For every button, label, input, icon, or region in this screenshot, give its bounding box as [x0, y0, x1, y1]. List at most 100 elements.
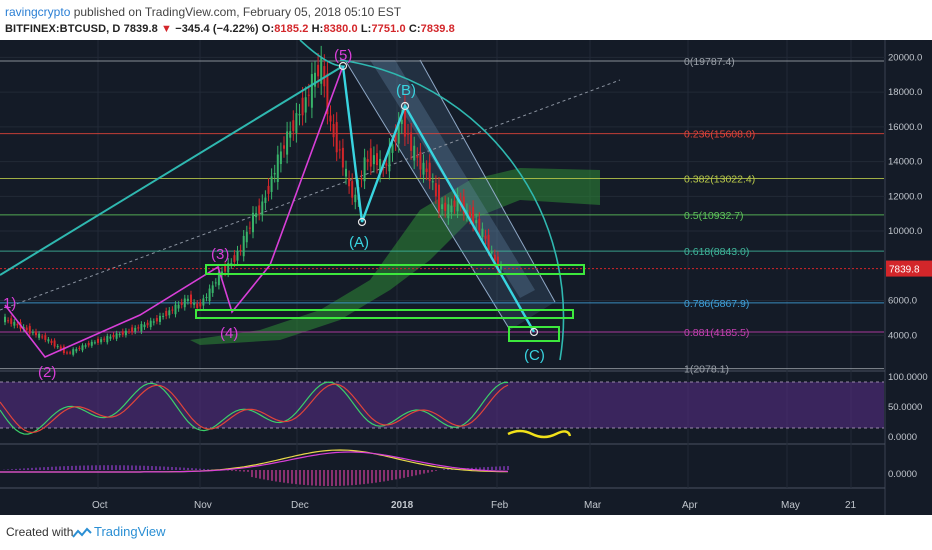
stoch-tick-label: 100.0000 [888, 372, 928, 383]
fib-level-label: 0.236(15608.0) [684, 129, 755, 141]
candle-body [177, 304, 180, 309]
candle-body [255, 213, 258, 218]
candle-body [422, 162, 425, 175]
candle-body [345, 168, 347, 177]
macd-signal-line [0, 451, 509, 473]
candle-body [112, 334, 115, 338]
candle-body [490, 251, 493, 254]
candle-body [115, 333, 118, 339]
candle-body [369, 148, 372, 167]
support-box-lower [195, 309, 574, 319]
candle-body [332, 124, 335, 138]
y-tick-label: 6000.0 [888, 296, 917, 307]
candle-body [109, 336, 112, 339]
candle-body [317, 64, 320, 77]
candle-body [47, 339, 50, 342]
candle-body [35, 331, 37, 336]
candle-body [348, 178, 351, 187]
candle-body [186, 298, 189, 301]
high-label: H: [311, 23, 324, 35]
candle-body [341, 147, 344, 168]
candle-body [28, 326, 31, 334]
candle-body [106, 336, 109, 343]
y-tick-label: 12000.0 [888, 191, 922, 202]
candle-body [394, 133, 397, 142]
x-tick-label: Apr [682, 500, 698, 511]
candle-body [462, 196, 465, 214]
candle-body [493, 254, 496, 263]
candle-body [38, 333, 41, 338]
candle-body [152, 321, 155, 323]
candle-body [50, 340, 53, 343]
candle-body [81, 345, 84, 351]
trend-line-dotted [0, 79, 621, 311]
wave-point-marker [338, 61, 348, 71]
candle-body [180, 302, 183, 305]
chart-header: ravingcrypto published on TradingView.co… [0, 0, 932, 40]
candle-body [385, 163, 388, 166]
x-tick-label: Oct [92, 500, 108, 511]
candle-body [295, 113, 298, 134]
candle-body [199, 302, 202, 307]
candle-body [193, 302, 196, 305]
open-label: O: [261, 23, 275, 35]
wave-label: (5) [334, 47, 352, 64]
candle-body [270, 176, 273, 192]
low-value: 7751.0 [371, 23, 406, 35]
publish-info: ravingcrypto published on TradingView.co… [5, 5, 401, 19]
candle-body [444, 202, 447, 211]
symbol-info: BITFINEX:BTCUSD, D 7839.8 ▼ −345.4 (−4.2… [5, 23, 455, 35]
candle-body [208, 288, 211, 302]
candle-body [425, 168, 428, 172]
stoch-d-line [0, 383, 509, 434]
candle-body [31, 331, 34, 333]
ichimoku-cloud [190, 168, 600, 345]
candle-body [56, 346, 59, 348]
candle-body [66, 352, 68, 354]
open-value: 8185.2 [274, 23, 309, 35]
candle-body [78, 347, 81, 350]
candle-body [90, 341, 93, 346]
stoch-band [0, 382, 884, 428]
high-value: 8380.0 [323, 23, 358, 35]
candle-body [338, 149, 341, 151]
candle-body [388, 147, 391, 172]
candle-body [97, 338, 99, 343]
candle-body [428, 162, 431, 182]
symbol-label[interactable]: BITFINEX:BTCUSD, D [5, 23, 121, 35]
tradingview-brand[interactable]: TradingView [94, 524, 166, 539]
price-chart[interactable]: 20000.0 18000.0 16000.0 14000.0 12000.0 10000… [0, 40, 932, 515]
candle-body [165, 310, 168, 317]
wave-label: (C) [524, 347, 545, 364]
current-price-label: 7839.8 [889, 265, 920, 276]
x-tick-label: 21 [845, 500, 857, 511]
candle-body [41, 336, 44, 338]
candle-body [450, 205, 453, 213]
candle-body [391, 144, 394, 153]
candle-body [205, 297, 208, 299]
wave-point-marker [400, 101, 410, 111]
fib-level-label: 0(19787.4) [684, 56, 735, 68]
candle-body [174, 304, 177, 315]
chart-background [0, 40, 932, 515]
candle-body [118, 334, 121, 336]
down-arrow-icon: ▼ [161, 23, 173, 35]
wave-label: (4) [220, 325, 238, 342]
candle-body [410, 132, 413, 151]
candle-body [44, 335, 47, 340]
candle-body [273, 172, 276, 175]
candle-body [227, 262, 230, 273]
candle-body [261, 201, 264, 215]
created-with-label: Created with [6, 525, 74, 539]
author-link[interactable]: ravingcrypto [5, 5, 71, 19]
chart-area[interactable]: 20000.0 18000.0 16000.0 14000.0 12000.0 10000… [0, 40, 932, 515]
tradingview-logo-icon [72, 527, 92, 538]
candle-body [484, 235, 487, 239]
candle-body [196, 303, 199, 309]
candle-body [211, 285, 214, 293]
candle-body [248, 227, 251, 229]
candle-body [221, 271, 223, 275]
candle-body [93, 342, 96, 344]
candle-body [289, 131, 292, 138]
candle-body [472, 207, 475, 226]
